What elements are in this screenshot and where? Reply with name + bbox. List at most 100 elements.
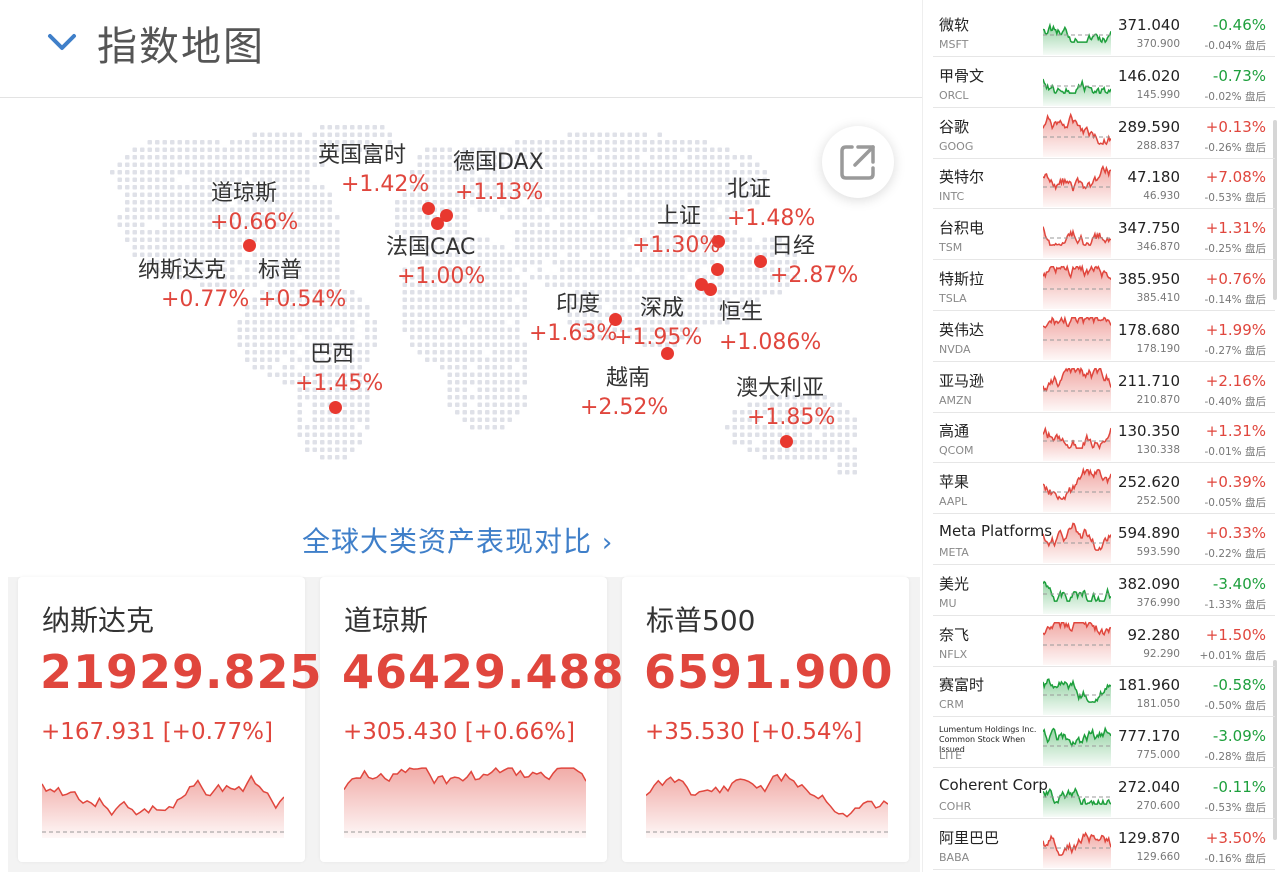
market-dot-sse[interactable] <box>711 263 724 276</box>
index-map-panel: 指数地图 英国富时 +1.42% 德国DAX +1.13% 道琼斯 +0.66%… <box>0 24 922 872</box>
share-button[interactable] <box>822 126 894 198</box>
index-card-nasdaq[interactable]: 纳斯达克 21929.825 +167.931 [+0.77%] <box>18 577 322 862</box>
stock-row[interactable]: 亚马逊 AMZN 211.710 +2.16% 210.870 -0.40% 盘后 <box>933 362 1275 413</box>
sparkline-line <box>1043 315 1111 329</box>
after-hours-change: -0.02% 盘后 <box>1204 90 1266 103</box>
card-sparkline <box>42 774 284 838</box>
sparkline-line <box>1043 112 1111 145</box>
after-hours-price: 288.837 <box>1136 139 1180 152</box>
after-hours-change: -0.28% 盘后 <box>1204 751 1266 764</box>
after-hours-change: -0.05% 盘后 <box>1204 497 1266 510</box>
stock-row[interactable]: Coherent Corp COHR 272.040 -0.11% 270.600 -0.… <box>933 768 1275 819</box>
after-hours-change: -0.50% 盘后 <box>1204 700 1266 713</box>
stock-price: 347.750 <box>1117 219 1180 238</box>
stock-row[interactable]: 奈飞 NFLX 92.280 +1.50% 92.290 +0.01% 盘后 <box>933 616 1275 667</box>
market-name-hsi: 恒生 <box>719 300 764 325</box>
stock-change-pct: +1.99% <box>1205 320 1266 339</box>
stock-name: 苹果 <box>939 473 970 492</box>
world-map-dots <box>110 125 857 475</box>
stock-name: 特斯拉 <box>939 270 985 288</box>
stock-ticker: META <box>939 546 969 559</box>
market-dot-ftse[interactable] <box>422 202 435 215</box>
market-change-bse: +1.48% <box>727 206 816 231</box>
market-change-hsi: +1.086% <box>719 330 822 355</box>
stock-row[interactable]: 赛富时 CRM 181.960 -0.58% 181.050 -0.50% 盘后 <box>933 666 1275 718</box>
stock-sparkline <box>1043 264 1111 309</box>
market-name-cac: 法国CAC <box>386 235 476 260</box>
sparkline-line <box>1043 165 1111 192</box>
market-change-ftse: +1.42% <box>341 172 430 197</box>
stock-row[interactable]: 美光 MU 382.090 -3.40% 376.990 -1.33% 盘后 <box>933 565 1275 616</box>
market-dot-nikkei[interactable] <box>754 255 767 268</box>
sparkline-line <box>1043 522 1111 551</box>
after-hours-change: -0.53% 盘后 <box>1204 192 1266 205</box>
stock-price: 272.040 <box>1117 778 1180 796</box>
market-change-australia: +1.85% <box>747 405 836 430</box>
after-hours-price: 145.990 <box>1136 88 1180 101</box>
stock-sparkline <box>1043 366 1111 411</box>
market-change-cac: +1.00% <box>397 264 486 289</box>
index-card-sp500[interactable]: 标普500 6591.900 +35.530 [+0.54%] <box>622 577 909 862</box>
stock-ticker: ORCL <box>939 88 969 102</box>
market-dot-hsi[interactable] <box>704 283 717 296</box>
stock-price: 385.950 <box>1117 270 1180 288</box>
stock-row[interactable]: 谷歌 GOOG 289.590 +0.13% 288.837 -0.26% 盘后 <box>933 108 1275 159</box>
stock-row[interactable]: Lumentum Holdings Inc. Common Stock When… <box>933 717 1275 769</box>
market-dot-dji[interactable] <box>243 239 256 252</box>
market-change-nasdaq: +0.77% <box>161 287 250 312</box>
market-dot-bse[interactable] <box>712 235 725 248</box>
market-dot-australia[interactable] <box>780 435 793 448</box>
stock-ticker: CRM <box>939 698 964 712</box>
sparkline-area <box>1043 368 1111 411</box>
stock-ticker: NVDA <box>939 342 971 356</box>
sparkline-line <box>1043 620 1111 636</box>
market-name-sp: 标普 <box>258 258 303 283</box>
stock-name: 英特尔 <box>939 168 985 187</box>
stock-name: 亚马逊 <box>939 371 985 390</box>
market-dot-dax[interactable] <box>440 209 453 222</box>
stock-name: 奈飞 <box>939 625 970 644</box>
market-dot-brazil[interactable] <box>329 401 342 414</box>
index-card-dji[interactable]: 道琼斯 46429.488 +305.430 [+0.66%] <box>320 577 624 862</box>
sparkline-area <box>1043 167 1111 208</box>
stock-name: 谷歌 <box>939 117 970 136</box>
sparkline-line <box>1043 264 1111 280</box>
card-title: 标普500 <box>646 604 756 637</box>
stock-change-pct: -0.46% <box>1212 16 1266 34</box>
stock-row[interactable]: 特斯拉 TSLA 385.950 +0.76% 385.410 -0.14% 盘后 <box>933 260 1275 311</box>
market-name-australia: 澳大利亚 <box>736 376 825 401</box>
market-dot-vietnam[interactable] <box>661 347 674 360</box>
market-dot-india[interactable] <box>609 313 622 326</box>
stock-row[interactable]: 高通 QCOM 130.350 +1.31% 130.338 -0.01% 盘后 <box>933 412 1275 464</box>
chevron-down-icon[interactable] <box>44 24 80 60</box>
market-name-nikkei: 日经 <box>771 234 816 259</box>
stock-row[interactable]: 苹果 AAPL 252.620 +0.39% 252.500 -0.05% 盘后 <box>933 463 1275 515</box>
global-asset-compare-link[interactable]: 全球大类资产表现对比 › <box>302 520 613 560</box>
stock-row[interactable]: 英伟达 NVDA 178.680 +1.99% 178.190 -0.27% 盘后 <box>933 311 1275 362</box>
sparkline-area <box>646 774 888 838</box>
stock-row[interactable]: Meta Platforms META 594.890 +0.33% 593.590 -0… <box>933 514 1275 565</box>
stock-sparkline <box>1043 678 1111 716</box>
stock-ticker: INTC <box>939 190 965 204</box>
stock-ticker: NFLX <box>939 647 968 661</box>
sparkline-line <box>344 767 586 791</box>
market-change-szse: +1.95% <box>614 325 703 350</box>
market-change-india: +1.63% <box>529 321 618 346</box>
scrollbar-lower[interactable] <box>1273 660 1277 840</box>
stock-price: 181.960 <box>1117 676 1180 695</box>
card-change: +35.530 [+0.54%] <box>645 719 863 745</box>
stock-sparkline <box>1043 22 1111 55</box>
sparkline-area <box>344 768 586 838</box>
compare-link-text: 全球大类资产表现对比 <box>302 525 593 558</box>
market-name-vietnam: 越南 <box>606 366 651 391</box>
after-hours-price: 210.870 <box>1136 393 1180 406</box>
stock-name: 高通 <box>939 422 970 441</box>
sparkline-line <box>646 772 888 818</box>
stock-row[interactable]: 台积电 TSM 347.750 +1.31% 346.870 -0.25% 盘后 <box>933 209 1275 261</box>
stock-row[interactable]: 英特尔 INTC 47.180 +7.08% 46.930 -0.53% 盘后 <box>933 158 1275 210</box>
market-dot-cac[interactable] <box>431 217 444 230</box>
scrollbar[interactable] <box>1273 120 1277 300</box>
stock-row[interactable]: 微软 MSFT 371.040 -0.46% 370.900 -0.04% 盘后 <box>933 6 1275 57</box>
stock-row[interactable]: 甲骨文 ORCL 146.020 -0.73% 145.990 -0.02% 盘后 <box>933 57 1275 108</box>
stock-row[interactable]: 阿里巴巴 BABA 129.870 +3.50% 129.660 -0.16% 盘后 <box>933 819 1275 870</box>
